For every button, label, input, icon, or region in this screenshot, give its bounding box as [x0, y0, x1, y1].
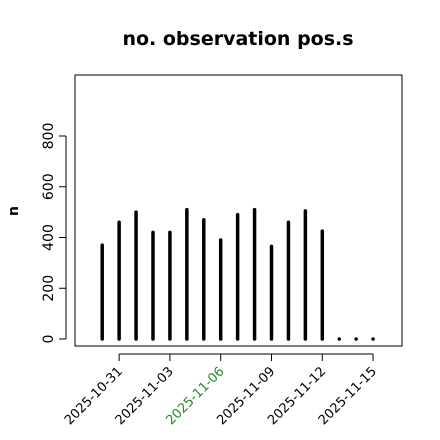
y-tick-label: 200 [41, 275, 57, 302]
y-tick-label: 800 [41, 123, 57, 150]
y-tick-label: 0 [41, 335, 57, 344]
y-axis-label: n [6, 206, 22, 216]
y-tick-label: 600 [41, 173, 57, 200]
y-tick-label: 400 [41, 224, 57, 251]
chart-title: no. observation pos.s [122, 28, 353, 50]
plot-area [74, 74, 403, 347]
y-axis: 0 200 400 600 800 [41, 123, 67, 344]
bars [100, 207, 375, 341]
x-axis: 2025-10-312025-11-032025-11-062025-11-09… [62, 353, 380, 428]
